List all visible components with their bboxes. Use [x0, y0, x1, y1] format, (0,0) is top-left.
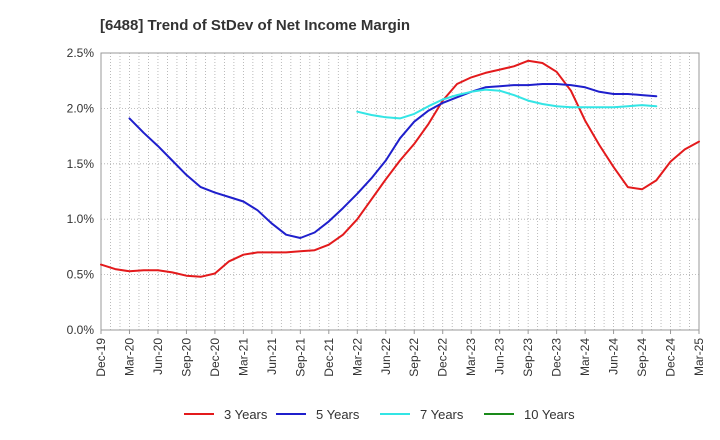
- y-axis: 0.0% 0.5% 1.0% 1.5% 2.0% 2.5%: [67, 46, 95, 337]
- x-tick-label: Jun-24: [607, 338, 621, 375]
- x-axis: Dec-19 Mar-20 Jun-20 Sep-20 Dec-20 Mar-21 Jun-…: [94, 330, 706, 377]
- legend-label: 7 Years: [420, 407, 464, 422]
- x-tick-label: Dec-24: [664, 338, 678, 377]
- legend-label: 10 Years: [524, 407, 575, 422]
- x-tick-label: Dec-19: [94, 338, 108, 377]
- x-tick-label: Mar-23: [464, 338, 478, 376]
- series-line-3-years: [100, 59, 700, 278]
- x-tick-label: Jun-23: [493, 338, 507, 375]
- x-tick-label: Mar-24: [578, 338, 592, 376]
- x-tick-label: Sep-20: [179, 338, 193, 377]
- x-tick-label: Dec-22: [436, 338, 450, 377]
- x-tick-label: Mar-25: [692, 338, 706, 376]
- y-tick-label: 0.5%: [67, 268, 95, 282]
- series-line-5-years: [128, 83, 658, 239]
- x-tick-label: Sep-21: [293, 338, 307, 377]
- y-tick-label: 2.5%: [67, 46, 95, 60]
- x-tick-label: Jun-21: [265, 338, 279, 375]
- series-lines: [100, 59, 700, 278]
- x-tick-label: Dec-23: [550, 338, 564, 377]
- x-tick-label: Sep-23: [521, 338, 535, 377]
- y-tick-label: 1.0%: [67, 212, 95, 226]
- x-tick-label: Sep-22: [407, 338, 421, 377]
- chart-title: [6488] Trend of StDev of Net Income Marg…: [100, 17, 410, 34]
- legend-label: 3 Years: [224, 407, 268, 422]
- series-line-7-years: [356, 88, 658, 120]
- y-tick-label: 1.5%: [67, 157, 95, 171]
- grid: [101, 53, 699, 330]
- y-tick-label: 0.0%: [67, 323, 95, 337]
- x-tick-label: Dec-21: [322, 338, 336, 377]
- y-tick-label: 2.0%: [67, 101, 95, 115]
- x-tick-label: Jun-20: [151, 338, 165, 375]
- x-tick-label: Mar-22: [350, 338, 364, 376]
- legend-label: 5 Years: [316, 407, 360, 422]
- legend: 3 Years 5 Years 7 Years 10 Years: [184, 407, 575, 422]
- x-tick-label: Dec-20: [208, 338, 222, 377]
- x-tick-label: Jun-22: [379, 338, 393, 375]
- x-tick-label: Sep-24: [635, 338, 649, 377]
- plot-area: [100, 52, 700, 331]
- x-tick-label: Mar-20: [122, 338, 136, 376]
- x-tick-label: Mar-21: [236, 338, 250, 376]
